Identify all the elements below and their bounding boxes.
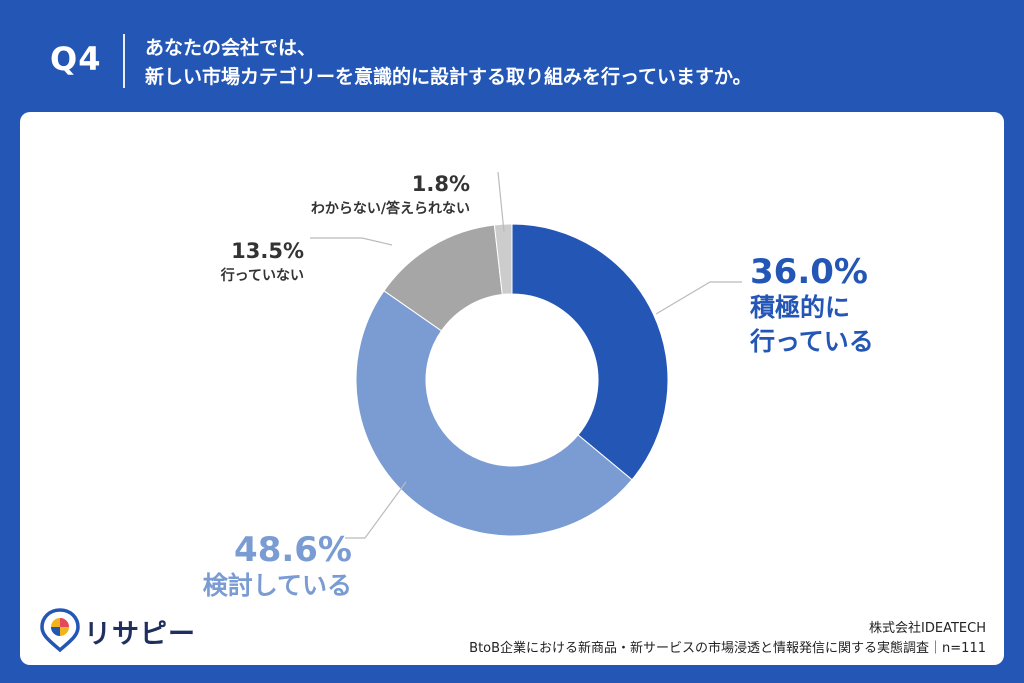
brand-logo: リサピー: [40, 608, 200, 653]
question-text: あなたの会社では、 新しい市場カテゴリーを意識的に設計する取り組みを行っています…: [145, 34, 752, 92]
slice-category-label: 検討している: [203, 571, 352, 600]
slice-category-label: 行っている: [749, 327, 874, 356]
header: Q4 あなたの会社では、 新しい市場カテゴリーを意識的に設計する取り組みを行って…: [0, 0, 1024, 112]
donut-slice: [493, 223, 513, 296]
donut-slice: [355, 290, 633, 537]
chart-card: 36.0% 積極的に行っている 48.6% 検討している 13.5% 行っていない 1.8%…: [20, 112, 1004, 665]
leader-line: [497, 171, 505, 233]
slice-value-label: 48.6%: [234, 530, 352, 570]
question-line-1: あなたの会社では、: [145, 37, 317, 59]
header-divider: [123, 34, 125, 88]
source-credit: 株式会社IDEATECH BtoB企業における新商品・新サービスの市場浸透と情報…: [469, 619, 986, 659]
survey-title: BtoB企業における新商品・新サービスの市場浸透と情報発信に関する実態調査｜n=…: [469, 641, 986, 656]
slice-value-label: 13.5%: [231, 239, 304, 263]
question-line-2: 新しい市場カテゴリーを意識的に設計する取り組みを行っていますか。: [145, 66, 752, 88]
leader-line: [345, 481, 407, 539]
logo-pin-icon: [40, 608, 80, 653]
slice-category-label: 行っていない: [220, 267, 304, 284]
logo-text: リサピー: [84, 619, 196, 650]
slice-category-label: 積極的に: [750, 293, 850, 322]
company-name: 株式会社IDEATECH: [869, 621, 986, 636]
leader-line: [310, 237, 393, 246]
donut-slice: [511, 223, 669, 481]
slice-value-label: 1.8%: [412, 172, 470, 196]
slice-category-label: わからない/答えられない: [311, 200, 470, 217]
question-number: Q4: [50, 40, 102, 78]
leader-line: [655, 281, 742, 315]
slice-value-label: 36.0%: [750, 252, 868, 292]
